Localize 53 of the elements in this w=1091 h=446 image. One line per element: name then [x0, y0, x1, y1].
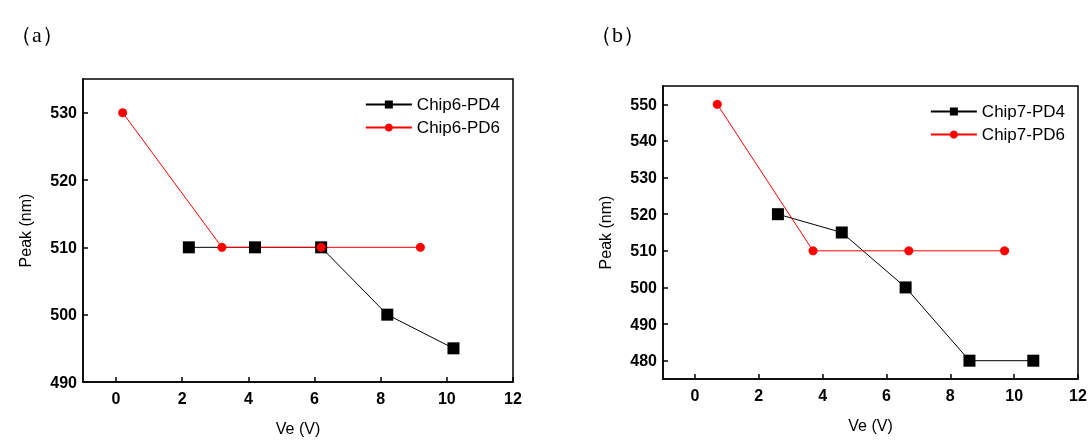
- point: [808, 246, 818, 256]
- point: [1027, 354, 1040, 367]
- x-tick-label: 10: [437, 389, 456, 407]
- y-tick-label: 540: [630, 132, 658, 150]
- y-tick-label: 530: [50, 104, 78, 122]
- x-tick-label: 8: [945, 386, 955, 404]
- x-axis-title: Ve (V): [848, 416, 893, 434]
- x-tick-label: 12: [504, 389, 522, 407]
- legend-label: Chip6-PD6: [416, 118, 501, 137]
- x-tick-label: 2: [177, 389, 187, 407]
- point: [712, 99, 722, 109]
- legend-label: Chip7-PD6: [981, 125, 1066, 144]
- x-tick-label: 6: [882, 386, 892, 404]
- y-tick-label: 490: [630, 315, 658, 333]
- x-tick-label: 0: [690, 386, 700, 404]
- point: [182, 241, 195, 254]
- legend-label: Chip6-PD4: [416, 95, 501, 114]
- x-tick-label: 4: [818, 386, 828, 404]
- point: [1000, 246, 1010, 256]
- point: [771, 208, 784, 221]
- point: [415, 242, 425, 252]
- point: [249, 241, 261, 254]
- y-tick-label: 490: [50, 373, 78, 391]
- y-tick-label: 510: [630, 242, 658, 260]
- x-tick-label: 0: [111, 389, 121, 407]
- point: [217, 242, 227, 252]
- y-tick-label: 500: [630, 278, 658, 296]
- point: [904, 246, 914, 256]
- y-tick-label: 550: [630, 95, 658, 113]
- x-tick-label: 8: [376, 389, 386, 407]
- y-tick-label: 530: [630, 169, 658, 187]
- point: [447, 342, 460, 355]
- x-tick-label: 2: [754, 386, 764, 404]
- legend-label: Chip7-PD4: [981, 102, 1066, 121]
- y-tick-label: 480: [630, 352, 658, 370]
- y-tick-label: 510: [50, 238, 78, 256]
- point: [963, 354, 976, 367]
- y-tick-label: 520: [50, 171, 78, 189]
- point: [835, 226, 848, 239]
- x-tick-label: 6: [310, 389, 320, 407]
- point: [899, 281, 912, 294]
- point: [381, 308, 394, 321]
- chart-title: （a）: [10, 21, 64, 47]
- x-tick-label: 12: [1069, 386, 1087, 404]
- y-axis-title: Peak (nm): [596, 195, 614, 270]
- point: [118, 108, 128, 118]
- x-axis-title: Ve (V): [275, 419, 321, 437]
- x-tick-label: 10: [1005, 386, 1024, 404]
- chart-title: （b）: [590, 21, 645, 47]
- y-tick-label: 500: [50, 306, 78, 324]
- x-tick-label: 4: [243, 389, 253, 407]
- y-tick-label: 520: [630, 205, 658, 223]
- y-axis-title: Peak (nm): [16, 193, 34, 268]
